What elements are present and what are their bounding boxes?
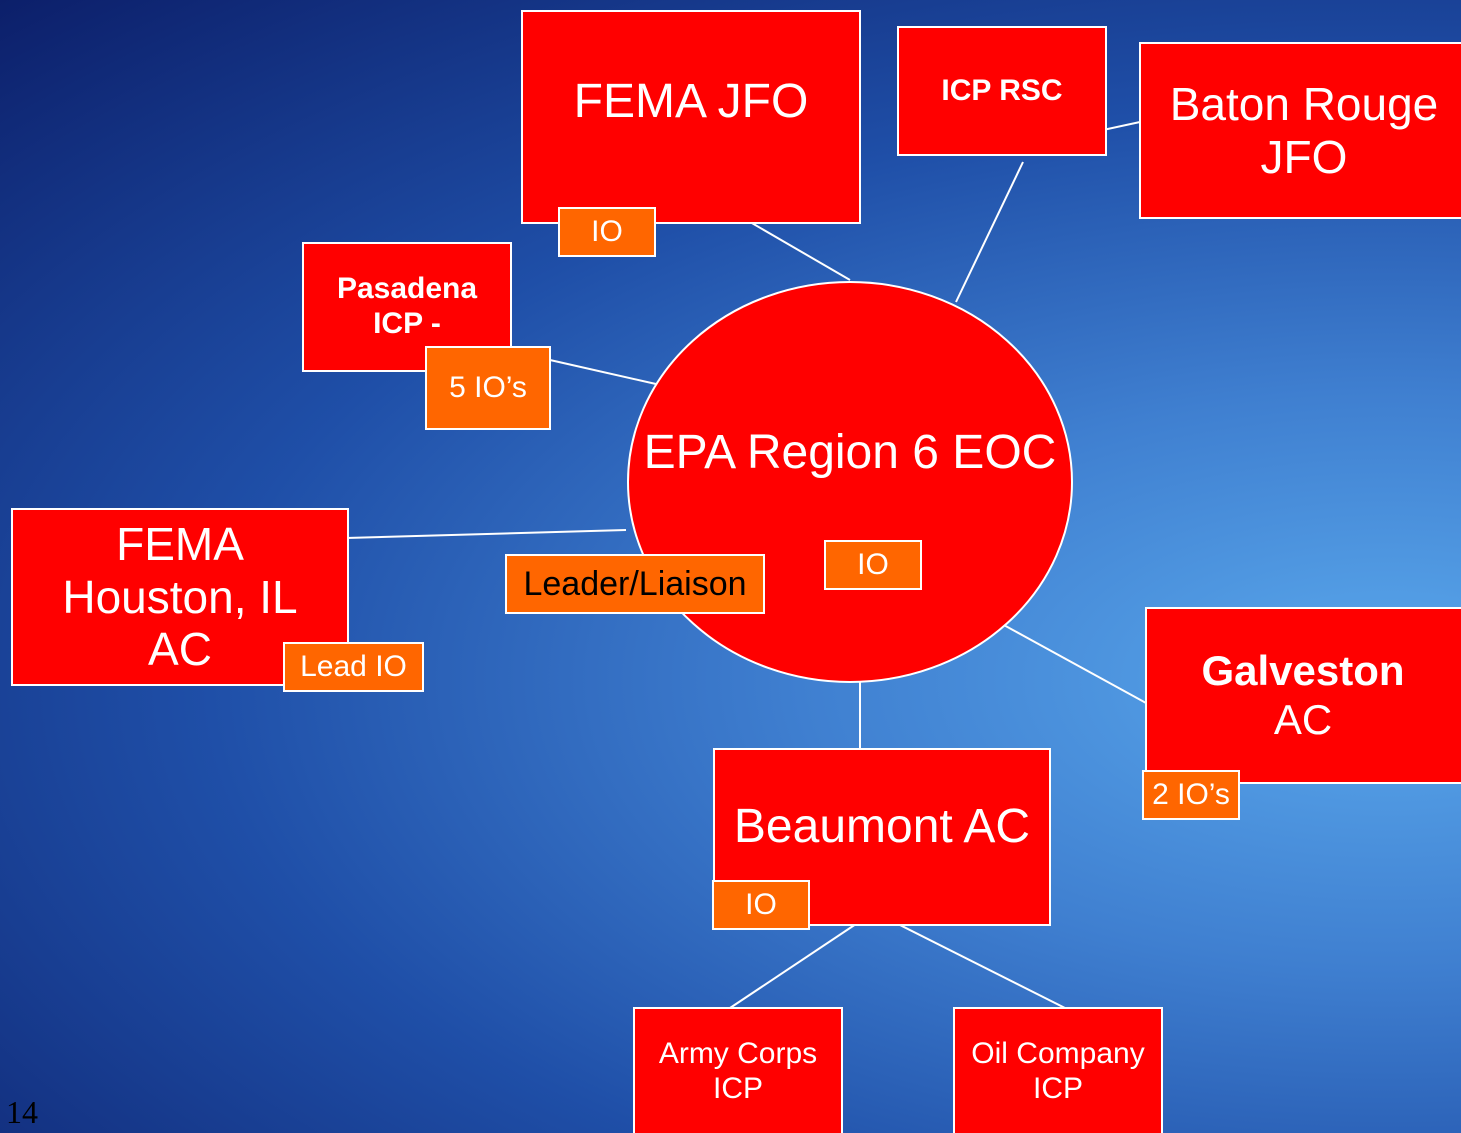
- connector: [1102, 121, 1141, 131]
- node: Oil Company ICP: [953, 1007, 1163, 1133]
- node: Galveston AC: [1145, 607, 1461, 784]
- center-label: EPA Region 6 EOC: [643, 426, 1057, 479]
- node-badge: IO: [712, 880, 810, 930]
- leader-badge: Leader/Liaison: [505, 554, 765, 614]
- node-sublabel: AC: [1273, 695, 1333, 743]
- page-number: 14: [6, 1094, 38, 1130]
- connector: [345, 529, 627, 539]
- node: ICP RSC: [897, 26, 1107, 156]
- node-label: Galveston: [1201, 647, 1405, 695]
- connector: [873, 911, 1066, 1009]
- center-circle: [627, 281, 1073, 683]
- connector: [729, 911, 875, 1009]
- node: Baton Rouge JFO: [1139, 42, 1461, 219]
- center-badge: IO: [824, 540, 922, 590]
- node-badge: IO: [558, 207, 656, 257]
- connector: [1001, 623, 1147, 704]
- connector: [737, 214, 851, 281]
- node: Army Corps ICP: [633, 1007, 843, 1133]
- connector: [549, 359, 657, 385]
- node-badge: Lead IO: [283, 642, 424, 692]
- connector: [955, 161, 1024, 303]
- node-badge: 5 IO’s: [425, 346, 551, 430]
- node: FEMA JFO: [521, 10, 861, 224]
- node-badge: 2 IO’s: [1142, 770, 1240, 820]
